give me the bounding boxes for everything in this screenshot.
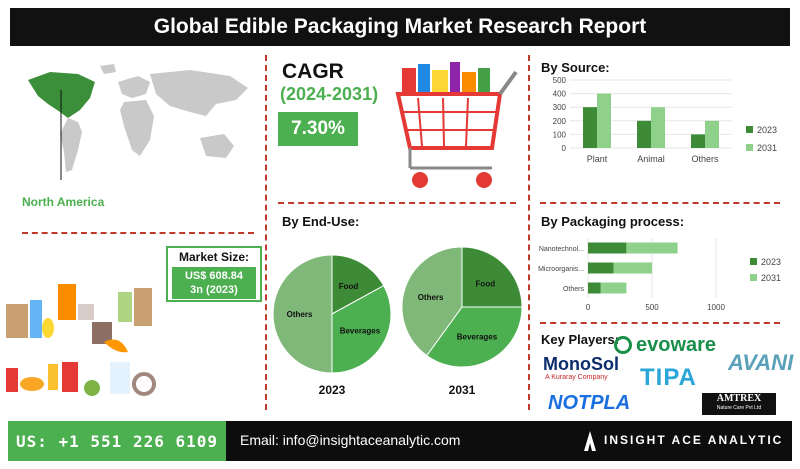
email-link[interactable]: Email: info@insightaceanalytic.com [240,432,461,448]
pie-label-others: Others [287,310,313,319]
source-bar-chart: 0 100 200 300 400 500 Plant Animal Others 2023 203… [553,76,777,164]
pie-slice-beverages [426,306,523,368]
pie-slice-food [331,254,385,315]
y-tick-label: 0 [562,144,567,153]
source-section-title: By Source: [541,60,610,75]
pie-label-food: Food [476,280,496,289]
x-tick-label: 1000 [707,303,725,312]
bar-2031-animal [651,107,665,148]
divider-left [265,55,267,410]
bar-2031-2 [600,282,627,294]
y-tick-label: Others [563,286,585,293]
region-label: North America [22,195,105,209]
divider-right [528,55,530,410]
x-tick-label: 0 [586,303,591,312]
y-tick-label: Microorganis... [538,266,584,273]
bar-2023-1 [588,262,614,274]
pie-slice-others [272,254,333,374]
end-use-pie-2023: Food Beverages Others 2023 [272,254,392,397]
y-tick-label: Nanotechnol... [539,246,584,253]
phone-number[interactable]: US: +1 551 226 6109 [8,421,226,461]
end-use-section-title: By End-Use: [282,214,360,229]
legend-swatch-2031 [750,274,757,281]
evoware-logo: evoware [636,334,717,356]
bar-2031-others [705,120,719,148]
legend-label-2031: 2031 [757,143,777,153]
cagr-value: 7.30% [278,112,358,146]
market-size-line-2: 3n (2023) [190,284,238,296]
legend-swatch-2031 [746,144,753,151]
divider-mid-horizontal [278,202,516,204]
pie-label-beverages: Beverages [340,327,381,336]
market-size-line-1: US$ 608.84 [184,270,244,282]
divider-left-horizontal [22,232,254,234]
legend-label-2023: 2023 [757,125,777,135]
legend-label-2031: 2031 [761,273,781,283]
pie-slice-others [401,246,463,357]
notpla-logo: NOTPLA [548,392,631,414]
x-tick-label: 500 [645,303,659,312]
legend-swatch-2023 [750,258,757,265]
x-tick-label: Plant [587,154,608,164]
y-tick-label: 500 [553,76,567,85]
pie-year-label: 2023 [319,383,346,397]
pie-label-beverages: Beverages [457,332,498,341]
packaging-section-title: By Packaging process: [541,214,685,229]
evoware-icon [614,336,632,354]
market-size-box: Market Size: US$ 608.84 3n (2023) [166,246,262,302]
pie-slice-food [461,246,523,308]
y-tick-label: 300 [553,103,567,112]
bar-2031-plant [597,93,611,148]
legend-label-2023: 2023 [761,257,781,267]
y-tick-label: 400 [553,90,567,99]
monosol-logo: MonoSol [543,354,619,374]
report-title: Global Edible Packaging Market Research … [10,8,790,46]
world-map [28,64,248,180]
legend-swatch-2023 [746,126,753,133]
amtrex-logo: AMTREX Nature Care Pvt Ltd [702,393,776,415]
avani-logo: AVANI [728,350,794,375]
cagr-label: CAGR [282,60,344,83]
shopping-cart-icon [395,62,518,188]
cagr-years: (2024-2031) [280,84,379,104]
end-use-pie-2031: Food Beverages Others 2031 [401,246,523,397]
amtrex-subtitle: Nature Care Pvt Ltd [716,405,762,411]
bar-2023-others [691,134,705,148]
amtrex-name: AMTREX [716,393,762,404]
bar-2031-0 [626,242,678,254]
market-size-value: US$ 608.84 3n (2023) [172,267,256,299]
food-products-illustration [6,284,156,396]
bar-2023-2 [588,282,601,294]
pie-label-food: Food [339,282,359,291]
divider-right-horizontal-2 [540,322,780,324]
tipa-logo: TIPA [640,364,697,391]
y-tick-label: 100 [553,130,567,139]
y-tick-label: 200 [553,117,567,126]
bar-2023-animal [637,120,651,148]
bar-2023-plant [583,107,597,148]
market-size-title: Market Size: [178,250,250,264]
pie-year-label: 2031 [449,383,476,397]
bar-2031-1 [613,262,652,274]
pie-label-others: Others [418,293,444,302]
divider-right-horizontal-1 [540,202,780,204]
brand-icon [584,431,596,451]
packaging-bar-chart: 0 500 1000 Nanotechnol... Microorganis... Oth… [538,238,781,312]
pie-slice-beverages [331,284,392,374]
bar-2023-0 [588,242,627,254]
brand-name: INSIGHT ACE ANALYTIC [604,433,784,447]
x-tick-label: Others [691,154,719,164]
key-players-title: Key Players: [541,332,620,347]
monosol-tagline: A Kuraray Company [545,374,608,381]
x-tick-label: Animal [637,154,665,164]
